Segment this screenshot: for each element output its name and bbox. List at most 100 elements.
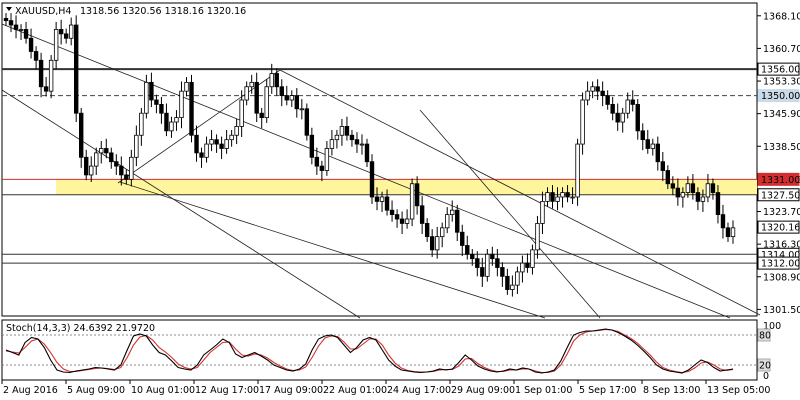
candle-body[interactable]	[374, 196, 380, 202]
candle-body[interactable]	[455, 209, 460, 233]
candle-body[interactable]	[274, 73, 279, 88]
candle-body[interactable]	[715, 192, 721, 216]
candle-body[interactable]	[284, 95, 289, 101]
candle-body[interactable]	[63, 33, 69, 39]
candle-body[interactable]	[23, 29, 29, 39]
candle-body[interactable]	[605, 95, 610, 105]
trend-line[interactable]	[419, 109, 601, 319]
candle-body[interactable]	[259, 112, 264, 119]
candle-body[interactable]	[695, 192, 701, 202]
candle-body[interactable]	[575, 143, 580, 198]
candle-body[interactable]	[595, 86, 600, 92]
candle-body[interactable]	[615, 112, 620, 123]
candle-body[interactable]	[500, 267, 505, 277]
candle-body[interactable]	[720, 214, 726, 229]
candle-body[interactable]	[369, 161, 375, 198]
candle-body[interactable]	[199, 152, 204, 158]
candle-body[interactable]	[264, 86, 269, 119]
candle-body[interactable]	[209, 139, 214, 145]
candle-body[interactable]	[219, 143, 224, 149]
candle-body[interactable]	[33, 51, 39, 61]
candle-body[interactable]	[690, 183, 696, 193]
candle-body[interactable]	[429, 236, 435, 251]
candle-body[interactable]	[239, 99, 244, 127]
candle-body[interactable]	[134, 134, 139, 158]
candle-body[interactable]	[304, 108, 310, 136]
candle-body[interactable]	[660, 161, 666, 171]
candle-body[interactable]	[149, 81, 154, 101]
candle-body[interactable]	[289, 95, 294, 101]
candle-body[interactable]	[670, 183, 676, 189]
candle-body[interactable]	[555, 196, 560, 202]
candle-body[interactable]	[294, 95, 299, 110]
candle-body[interactable]	[730, 227, 736, 238]
candle-body[interactable]	[480, 267, 485, 277]
candle-body[interactable]	[28, 37, 34, 52]
candle-body[interactable]	[104, 148, 109, 154]
candle-body[interactable]	[414, 183, 420, 207]
candle-body[interactable]	[234, 126, 239, 136]
trend-line[interactable]	[117, 69, 281, 184]
candle-body[interactable]	[680, 192, 686, 198]
candle-body[interactable]	[269, 73, 274, 88]
candle-body[interactable]	[184, 81, 189, 92]
candle-body[interactable]	[384, 196, 390, 211]
candle-body[interactable]	[404, 218, 410, 224]
candle-body[interactable]	[585, 90, 590, 101]
candle-body[interactable]	[540, 200, 545, 224]
candle-body[interactable]	[465, 245, 470, 255]
candle-body[interactable]	[43, 86, 49, 92]
trend-line[interactable]	[119, 181, 546, 319]
candle-body[interactable]	[119, 165, 124, 176]
candle-body[interactable]	[675, 187, 681, 198]
candle-body[interactable]	[109, 152, 114, 163]
candle-body[interactable]	[179, 90, 184, 119]
trend-line[interactable]	[1, 23, 731, 319]
candle-body[interactable]	[229, 134, 234, 141]
candle-body[interactable]	[53, 29, 59, 61]
candle-body[interactable]	[73, 24, 79, 114]
candle-body[interactable]	[520, 262, 525, 273]
candle-body[interactable]	[279, 86, 284, 96]
candle-body[interactable]	[114, 161, 119, 167]
candle-body[interactable]	[89, 165, 94, 176]
candle-body[interactable]	[214, 139, 219, 145]
candle-body[interactable]	[700, 196, 706, 202]
candle-body[interactable]	[38, 59, 44, 88]
candle-body[interactable]	[124, 174, 129, 180]
candle-body[interactable]	[590, 86, 595, 92]
candle-body[interactable]	[224, 139, 229, 149]
candle-body[interactable]	[249, 81, 254, 88]
candle-body[interactable]	[640, 130, 645, 141]
candle-body[interactable]	[495, 258, 500, 268]
candle-body[interactable]	[685, 183, 691, 193]
candle-body[interactable]	[470, 253, 475, 260]
candle-body[interactable]	[139, 112, 144, 136]
candle-body[interactable]	[409, 183, 415, 220]
candle-body[interactable]	[610, 103, 615, 114]
candle-body[interactable]	[505, 275, 510, 290]
candle-body[interactable]	[379, 196, 385, 202]
candle-body[interactable]	[364, 143, 370, 163]
candle-body[interactable]	[354, 139, 360, 145]
candle-body[interactable]	[254, 81, 259, 114]
candle-body[interactable]	[324, 148, 330, 171]
candle-body[interactable]	[319, 165, 325, 171]
candle-body[interactable]	[99, 148, 104, 154]
candle-body[interactable]	[565, 192, 570, 198]
candle-body[interactable]	[58, 29, 64, 35]
candle-body[interactable]	[194, 134, 199, 154]
candle-body[interactable]	[169, 121, 174, 132]
candle-body[interactable]	[530, 249, 535, 268]
candle-body[interactable]	[485, 253, 490, 277]
candle-body[interactable]	[419, 205, 425, 224]
candle-body[interactable]	[630, 99, 635, 105]
candle-body[interactable]	[129, 156, 134, 180]
candle-body[interactable]	[349, 134, 355, 141]
candle-body[interactable]	[445, 214, 450, 229]
candle-body[interactable]	[3, 18, 9, 22]
candle-body[interactable]	[8, 20, 14, 26]
candle-body[interactable]	[635, 103, 640, 132]
candle-body[interactable]	[705, 183, 711, 198]
